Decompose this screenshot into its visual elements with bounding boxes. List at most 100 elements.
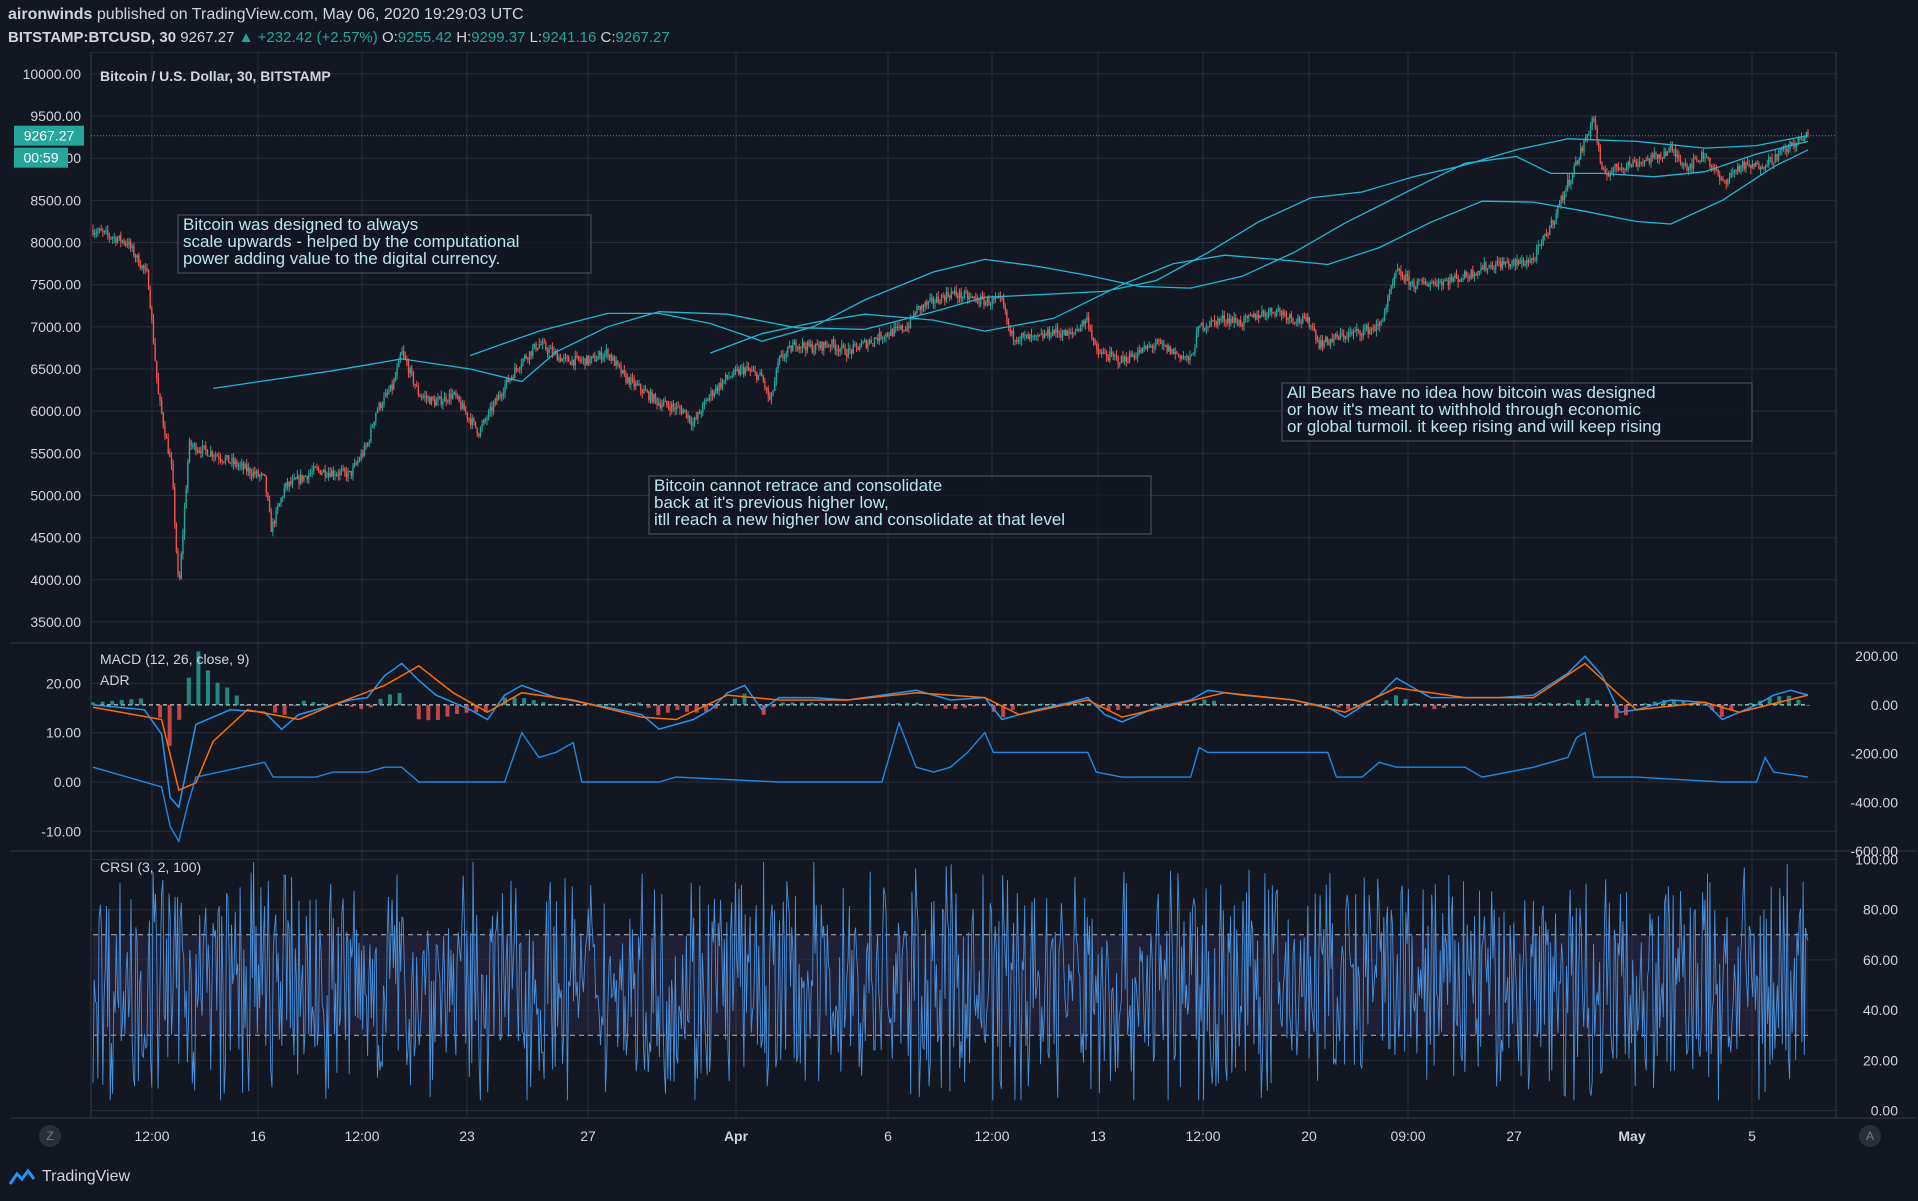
last-price-tag xyxy=(14,125,84,146)
candle-body xyxy=(543,341,545,343)
macd-histogram-bar xyxy=(1585,698,1590,705)
macd-histogram-bar xyxy=(244,704,249,706)
candle-body xyxy=(121,240,124,242)
macd-histogram-bar xyxy=(819,703,824,705)
candle-body xyxy=(267,492,269,500)
candle-body xyxy=(1014,339,1016,341)
candle-body xyxy=(1661,157,1664,159)
candle-body xyxy=(458,395,460,402)
candle-body xyxy=(481,424,483,428)
candle-body xyxy=(188,440,191,463)
macd-histogram-bar xyxy=(771,704,776,708)
candle-body xyxy=(1318,340,1320,349)
candle-body xyxy=(1764,166,1767,168)
candle-body xyxy=(636,383,639,385)
candle-body xyxy=(1735,170,1737,172)
candle-body xyxy=(206,449,209,457)
candle-body xyxy=(203,445,205,447)
candle-body xyxy=(224,457,227,462)
candle-body xyxy=(1122,356,1124,362)
candle-body xyxy=(268,499,271,512)
macd-histogram-bar xyxy=(1710,704,1715,710)
candle-body xyxy=(1642,162,1644,164)
candle-body xyxy=(308,474,310,480)
candle-body xyxy=(1787,148,1790,152)
macd-axis-right-label: -400.00 xyxy=(1851,794,1899,810)
chart-footer: TradingView xyxy=(0,1160,1918,1201)
candle-body xyxy=(890,329,892,336)
candle-body xyxy=(170,456,173,464)
candle-body xyxy=(1768,157,1770,166)
macd-histogram-bar xyxy=(129,699,134,705)
candle-body xyxy=(1243,317,1245,326)
candle-body xyxy=(1145,345,1147,350)
candle-body xyxy=(1127,361,1129,363)
chart-canvas[interactable]: 12:00 16 12:00 23 27 Apr 6 12:00 13 12:00 20 09:00 2… xyxy=(0,52,1918,1160)
zoom-button[interactable]: Z xyxy=(39,1125,61,1147)
candle-body xyxy=(1687,168,1690,171)
candle-body xyxy=(600,351,603,360)
candle-body xyxy=(1509,264,1512,267)
candle-body xyxy=(1544,234,1546,236)
candle-body xyxy=(401,350,403,356)
macd-histogram-bar xyxy=(1796,699,1801,705)
macd-histogram-bar xyxy=(857,704,862,706)
macd-histogram-bar xyxy=(483,704,488,713)
candle-body xyxy=(708,396,711,401)
candle-body xyxy=(958,291,961,299)
candle-body xyxy=(393,380,395,390)
candle-body xyxy=(420,396,423,398)
macd-histogram-bar xyxy=(1403,699,1408,705)
author-name[interactable]: aironwinds xyxy=(8,6,93,23)
candle-body xyxy=(1380,321,1382,323)
macd-histogram-bar xyxy=(474,704,479,713)
symbol-label[interactable]: BITSTAMP:BTCUSD, 30 xyxy=(8,29,177,46)
candle-body xyxy=(685,409,688,418)
macd-histogram-bar xyxy=(799,702,804,705)
auto-scale-button[interactable]: A xyxy=(1859,1125,1881,1147)
price-axis-label: 8500.00 xyxy=(30,192,81,208)
candle-body xyxy=(1360,335,1363,337)
candle-body xyxy=(1079,326,1082,331)
candle-body xyxy=(1235,317,1237,322)
candle-body xyxy=(1138,349,1141,353)
candle-body xyxy=(1069,332,1072,334)
candle-body xyxy=(1032,335,1034,337)
candle-body xyxy=(201,445,204,454)
macd-histogram-bar xyxy=(435,704,440,721)
candle-body xyxy=(798,346,800,350)
x-tick-label: 12:00 xyxy=(134,1128,169,1144)
macd-histogram-bar xyxy=(953,704,958,710)
candle-body xyxy=(680,409,683,414)
candle-body xyxy=(909,316,912,328)
candle-body xyxy=(563,357,565,359)
candle-body xyxy=(1123,356,1126,362)
candle-body xyxy=(828,345,830,347)
candle-body xyxy=(344,468,346,472)
candle-body xyxy=(219,458,222,461)
candle-body xyxy=(1475,273,1477,276)
candle-body xyxy=(1759,167,1762,170)
candle-body xyxy=(499,394,501,397)
tradingview-logo[interactable]: TradingView xyxy=(8,1168,130,1186)
macd-histogram-bar xyxy=(158,704,163,718)
candle-body xyxy=(1087,316,1090,327)
macd-histogram-bar xyxy=(627,702,632,705)
candle-body xyxy=(852,344,854,354)
macd-axis-right-label: -200.00 xyxy=(1851,746,1899,762)
candle-body xyxy=(1081,321,1083,327)
macd-histogram-bar xyxy=(713,704,718,709)
candle-body xyxy=(1359,330,1361,336)
candle-body xyxy=(1331,338,1333,342)
candle-body xyxy=(1804,136,1806,142)
candle-body xyxy=(252,471,254,477)
macd-histogram-bar xyxy=(1144,704,1149,706)
candle-body xyxy=(1421,279,1423,283)
candle-body xyxy=(1676,154,1678,157)
candle-body xyxy=(322,469,325,473)
candle-body xyxy=(265,475,267,493)
candle-body xyxy=(785,352,787,358)
macd-histogram-bar xyxy=(570,704,575,706)
macd-histogram-bar xyxy=(962,704,967,708)
macd-histogram-bar xyxy=(723,703,728,705)
